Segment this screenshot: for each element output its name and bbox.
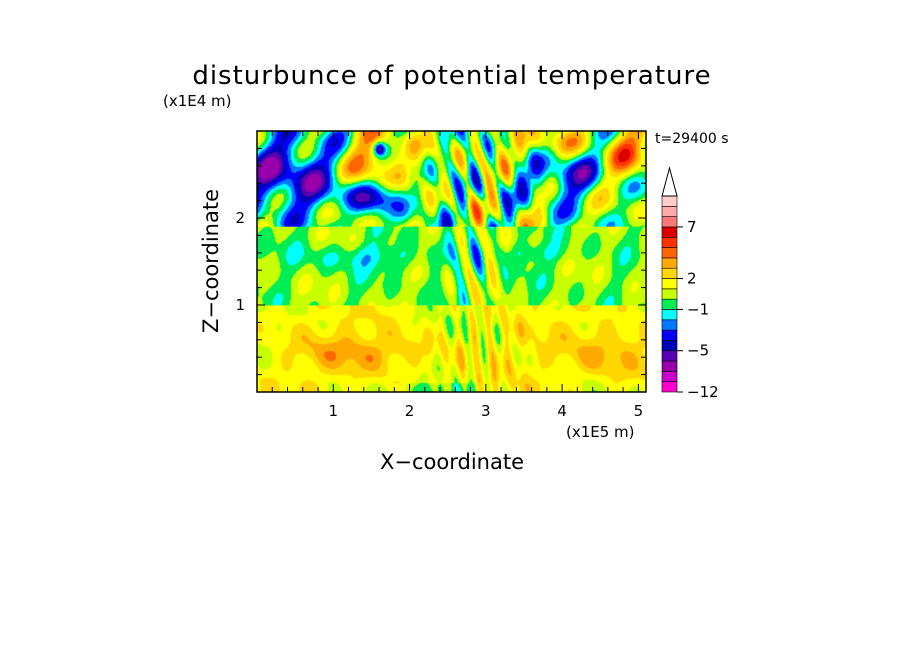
colorbar-swatch: [661, 236, 678, 248]
time-label: t=29400 s: [655, 131, 729, 147]
x-tick-label: 4: [557, 402, 567, 420]
colorbar-swatch: [661, 206, 678, 217]
colorbar-swatch: [661, 329, 678, 341]
colorbar-swatch: [661, 226, 678, 238]
colorbar-swatch: [661, 381, 678, 393]
colorbar-swatch: [661, 195, 678, 207]
colorbar-label: −12: [687, 383, 719, 401]
axis-ticks: 1 2 3 4 5 1 2: [235, 131, 646, 420]
plot-frame: [256, 130, 647, 393]
chart-title: disturbunce of potential temperature: [192, 61, 711, 91]
x-tick-label: 1: [329, 402, 339, 420]
colorbar-swatch: [661, 340, 678, 352]
x-tick-label: 2: [405, 402, 415, 420]
x-tick-label: 5: [634, 402, 644, 420]
colorbar-label: 7: [687, 218, 697, 236]
x-unit-label: (x1E5 m): [566, 423, 635, 441]
x-tick-label: 3: [481, 402, 491, 420]
colorbar-label: −1: [687, 300, 709, 318]
y-unit-label: (x1E4 m): [163, 92, 232, 110]
colorbar-swatch: [661, 216, 678, 228]
colorbar-label: 2: [687, 270, 697, 288]
colorbar-swatch: [661, 309, 678, 321]
x-axis-label: X−coordinate: [380, 450, 524, 474]
heatmap-image: [257, 131, 646, 392]
y-axis-label: Z−coordinate: [199, 189, 223, 333]
colorbar-swatch: [661, 360, 678, 372]
y-tick-label: 2: [235, 209, 245, 227]
colorbar-swatch: [661, 288, 678, 300]
y-tick-label: 1: [235, 296, 245, 314]
colorbar-swatch: [661, 350, 678, 362]
colorbar: −12−5−127: [661, 166, 719, 401]
colorbar-swatch: [661, 267, 678, 279]
colorbar-swatch: [661, 319, 678, 331]
colorbar-swatch: [661, 278, 678, 290]
colorbar-swatch: [661, 247, 678, 259]
colorbar-label: −5: [687, 342, 709, 360]
colorbar-extend-arrow: [661, 166, 678, 197]
colorbar-swatch: [661, 257, 678, 269]
heatmap-field: [257, 131, 646, 392]
colorbar-swatch: [661, 371, 678, 382]
colorbar-swatch: [661, 298, 678, 310]
